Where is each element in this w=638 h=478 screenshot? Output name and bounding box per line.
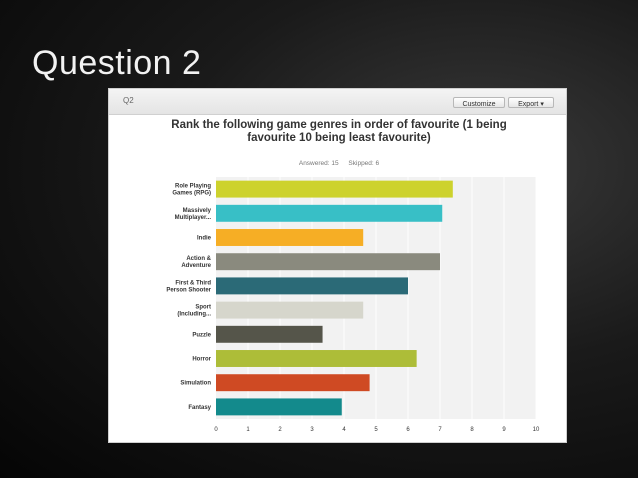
x-tick-label: 0 (214, 427, 218, 433)
x-tick-label: 9 (502, 427, 506, 433)
bar (216, 325, 323, 343)
bar (216, 204, 443, 222)
category-label: Massively Multiplayer... (175, 208, 212, 221)
bar (216, 229, 364, 246)
category-label: First & Third Person Shooter (166, 280, 211, 293)
panel-header: Q2 Customize Export ▾ (109, 89, 566, 115)
chart-stats: Answered: 15 Skipped: 6 (169, 160, 509, 167)
bar (216, 350, 417, 367)
bar (216, 277, 408, 295)
bar (216, 253, 440, 271)
x-tick-label: 5 (374, 427, 378, 433)
category-label: Action & Adventure (181, 256, 211, 269)
category-label: Indie (197, 236, 212, 242)
x-tick-label: 1 (246, 427, 250, 433)
category-label: Puzzle (192, 332, 211, 338)
x-tick-label: 6 (406, 427, 410, 433)
x-tick-label: 4 (342, 427, 346, 433)
x-tick-label: 8 (470, 427, 474, 433)
x-tick-label: 7 (438, 427, 442, 433)
category-label: Simulation (180, 381, 211, 387)
category-label: Fantasy (188, 405, 211, 411)
category-label: Role Playing Games (RPG) (172, 184, 211, 197)
bar (216, 301, 364, 319)
bar-chart: 0 1 2 3 4 5 6 7 8 9 10 Role Playing Games (RPG) Massi… (166, 177, 540, 433)
slide-title: Question 2 (32, 44, 202, 82)
question-label: Q2 (123, 96, 134, 105)
x-tick-label: 3 (310, 427, 314, 433)
survey-chart-panel: Q2 Customize Export ▾ Rank the following… (108, 88, 567, 443)
category-label: Horror (192, 357, 211, 363)
answered-count: Answered: 15 (298, 160, 339, 167)
x-tick-label: 2 (278, 427, 282, 433)
bar (216, 398, 342, 416)
bar (216, 374, 370, 392)
chart-title: Rank the following game genres in order … (171, 119, 507, 144)
bar (216, 180, 453, 198)
export-button[interactable]: Export ▾ (508, 97, 554, 108)
skipped-count: Skipped: 6 (348, 160, 380, 167)
customize-button[interactable]: Customize (453, 97, 505, 108)
x-tick-label: 10 (533, 427, 540, 433)
category-label: Sport (Including... (177, 305, 211, 318)
